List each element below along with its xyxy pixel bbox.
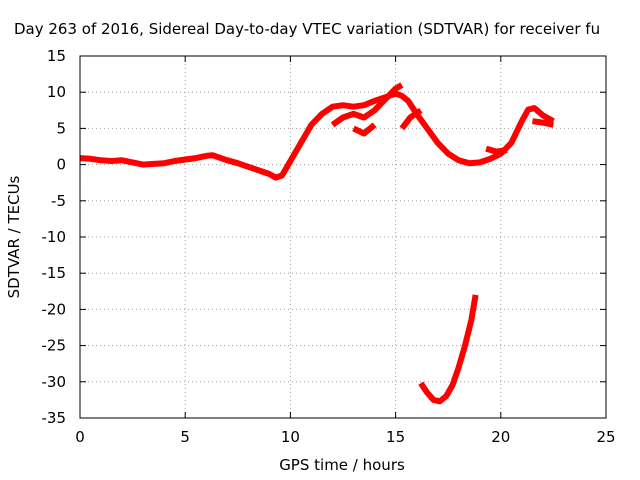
y-tick-label: -5 [51,192,66,210]
y-tick-label: 10 [47,83,66,101]
y-tick-label: -30 [42,373,67,391]
series-line-5 [485,145,508,155]
y-axis: 15 10 5 0 -5 -10 -15 -20 -25 -30 -35 [42,47,606,427]
x-axis-label: GPS time / hours [279,456,405,474]
series-line-1 [79,90,555,181]
x-tick-label: 20 [491,428,510,446]
series-line-2 [330,82,404,128]
y-tick-label: 0 [56,156,66,174]
series-line-7 [418,294,479,405]
y-tick-label: -25 [42,337,67,355]
y-tick-label: 15 [47,47,66,65]
y-tick-label: -10 [42,228,67,246]
y-tick-label: -15 [42,264,67,282]
y-tick-label: -20 [42,300,67,318]
x-tick-label: 15 [386,428,405,446]
x-tick-label: 25 [596,428,615,446]
x-tick-label: 10 [281,428,300,446]
grid [80,56,606,418]
y-axis-label: SDTVAR / TECUs [5,175,23,298]
y-tick-label: 5 [56,119,66,137]
series-line-3 [352,122,377,137]
y-tick-label: -35 [42,409,67,427]
series-line-4 [399,107,423,131]
x-tick-label: 0 [75,428,85,446]
x-axis: 0 5 10 15 20 25 [75,56,616,446]
series-line-6 [532,118,555,128]
series-layer [79,82,555,405]
x-tick-label: 5 [180,428,190,446]
chart-title: Day 263 of 2016, Sidereal Day-to-day VTE… [14,20,600,38]
